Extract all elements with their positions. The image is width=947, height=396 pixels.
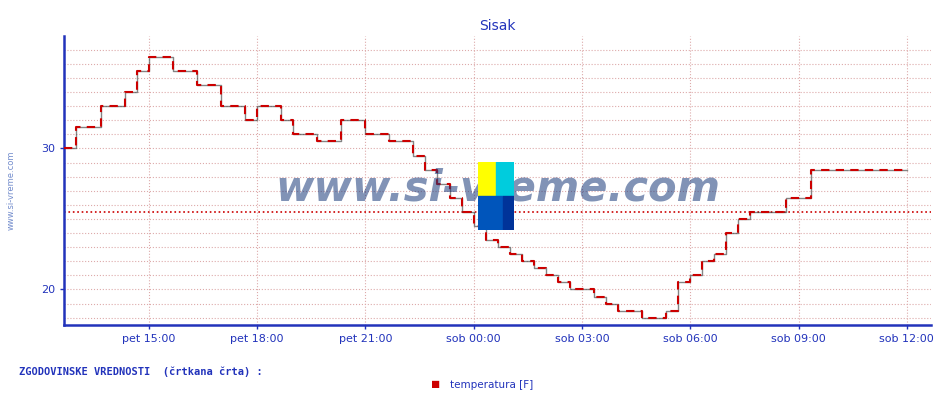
Bar (478, 196, 504, 230)
Text: ◼: ◼ (431, 379, 440, 389)
Bar (504, 196, 514, 230)
Text: temperatura [F]: temperatura [F] (450, 380, 533, 390)
Title: Sisak: Sisak (479, 19, 516, 33)
Bar (478, 162, 496, 196)
Text: www.si-vreme.com: www.si-vreme.com (7, 150, 16, 230)
Text: ZGODOVINSKE VREDNOSTI  (črtkana črta) :: ZGODOVINSKE VREDNOSTI (črtkana črta) : (19, 367, 262, 377)
Bar (496, 162, 514, 196)
Text: www.si-vreme.com: www.si-vreme.com (276, 168, 720, 210)
